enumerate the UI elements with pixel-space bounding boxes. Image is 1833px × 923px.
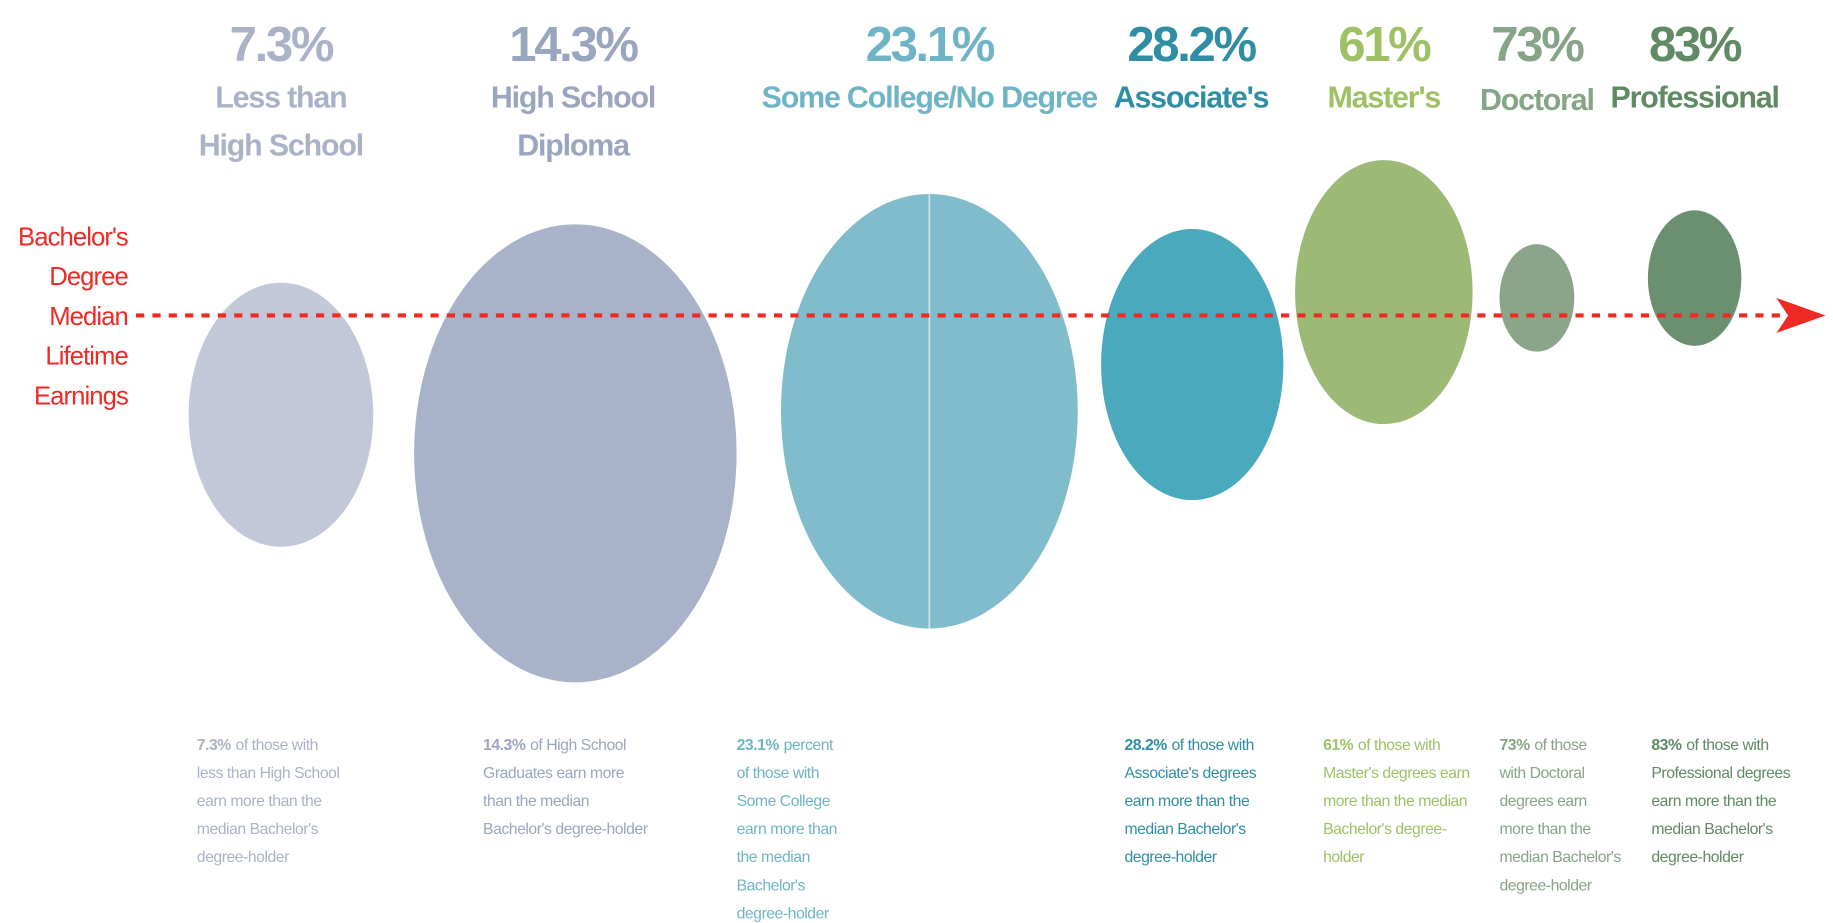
bubble — [414, 224, 737, 683]
description-line: Bachelor's degree- — [1323, 821, 1447, 838]
description-line: degrees earn — [1500, 793, 1587, 810]
description-line: of those — [1534, 737, 1587, 754]
category-label: High School — [199, 129, 363, 162]
circles — [188, 160, 1742, 683]
description-line: of those with — [1686, 737, 1768, 754]
description-highlight: 28.2% — [1124, 737, 1167, 754]
category-label: Doctoral — [1480, 84, 1594, 117]
description: 61% of those with Master's degrees earn mor… — [1323, 737, 1470, 866]
side-label: Bachelor's — [18, 223, 128, 251]
description-line: median Bachelor's — [1651, 821, 1773, 838]
percent: 7.3% — [230, 18, 334, 72]
bubble — [188, 282, 374, 547]
description-line: with Doctoral — [1499, 765, 1585, 782]
description-line: degree-holder — [737, 905, 829, 922]
bubble — [1499, 244, 1575, 352]
side-label: Degree — [49, 263, 128, 291]
description: 73% of those with Doctoral degrees earn more… — [1499, 737, 1622, 894]
description-highlight: 14.3% — [483, 737, 526, 754]
description-highlight: 23.1% — [737, 737, 780, 754]
description-line: median Bachelor's — [1124, 821, 1246, 838]
description-highlight: 7.3% — [197, 737, 232, 754]
description-line: than the median — [483, 793, 589, 810]
category-label: Master's — [1328, 81, 1441, 114]
category-label: High School — [491, 81, 655, 114]
description-line: median Bachelor's — [1500, 849, 1622, 866]
description-line: of those with — [737, 765, 819, 782]
description-line: earn more than the — [1124, 793, 1250, 810]
description-highlight: 61% — [1323, 737, 1354, 754]
description-highlight: 73% — [1500, 737, 1531, 754]
description-line: Bachelor's — [737, 877, 806, 894]
description-line: of those with — [1358, 737, 1440, 754]
description-line: Master's degrees earn — [1323, 765, 1470, 782]
description-line: degree-holder — [1651, 849, 1743, 866]
description-line: holder — [1323, 849, 1364, 866]
description-line: of those with — [236, 737, 318, 754]
description: 7.3% of those with less than High School ea… — [197, 737, 340, 866]
percent: 61% — [1338, 18, 1431, 72]
description: 23.1% percent of those with Some College ear… — [737, 737, 837, 922]
description-line: less than High School — [197, 765, 340, 782]
category-label: Professional — [1611, 81, 1779, 114]
percent: 73% — [1491, 18, 1584, 72]
description-line: Bachelor's degree-holder — [483, 821, 648, 838]
description-highlight: 83% — [1651, 737, 1682, 754]
side-label: Earnings — [34, 382, 128, 410]
description-line: more than the median — [1323, 793, 1467, 810]
arrow-head — [1776, 297, 1826, 333]
description: 83% of those with Professional degrees earn… — [1651, 737, 1790, 866]
description-line: median Bachelor's — [197, 821, 319, 838]
category-label: Associate's — [1114, 81, 1269, 114]
category-label: Less than — [215, 81, 346, 114]
description-line: Graduates earn more — [483, 765, 625, 782]
percent: 83% — [1649, 18, 1742, 72]
description-line: Some College — [737, 793, 831, 810]
description: 14.3% of High School Graduates earn more th… — [483, 737, 648, 838]
description-line: degree-holder — [1500, 877, 1592, 894]
description-line: the median — [737, 849, 810, 866]
description-line: earn more than the — [197, 793, 323, 810]
bubble — [1101, 228, 1284, 501]
description-line: degree-holder — [197, 849, 289, 866]
description-line: earn more than the — [1651, 793, 1777, 810]
description-line: degree-holder — [1124, 849, 1216, 866]
description: 28.2% of those with Associate's degrees ear… — [1124, 737, 1256, 866]
percent: 14.3% — [509, 18, 638, 72]
bubble — [1295, 160, 1473, 425]
description-line: of High School — [530, 737, 626, 754]
description-line: earn more than — [737, 821, 837, 838]
description-line: of those with — [1172, 737, 1254, 754]
side-label: Lifetime — [45, 343, 128, 371]
percent: 28.2% — [1127, 18, 1256, 72]
description-line: Associate's degrees — [1124, 765, 1256, 782]
bubble — [1647, 210, 1742, 346]
percent: 23.1% — [866, 18, 995, 72]
side-label: Median — [49, 303, 128, 331]
category-label: Some College/No Degree — [762, 81, 1098, 114]
description-line: percent — [784, 737, 834, 754]
category-label: Diploma — [517, 129, 631, 162]
description-line: more than the — [1500, 821, 1592, 838]
description-line: Professional degrees — [1651, 765, 1790, 782]
